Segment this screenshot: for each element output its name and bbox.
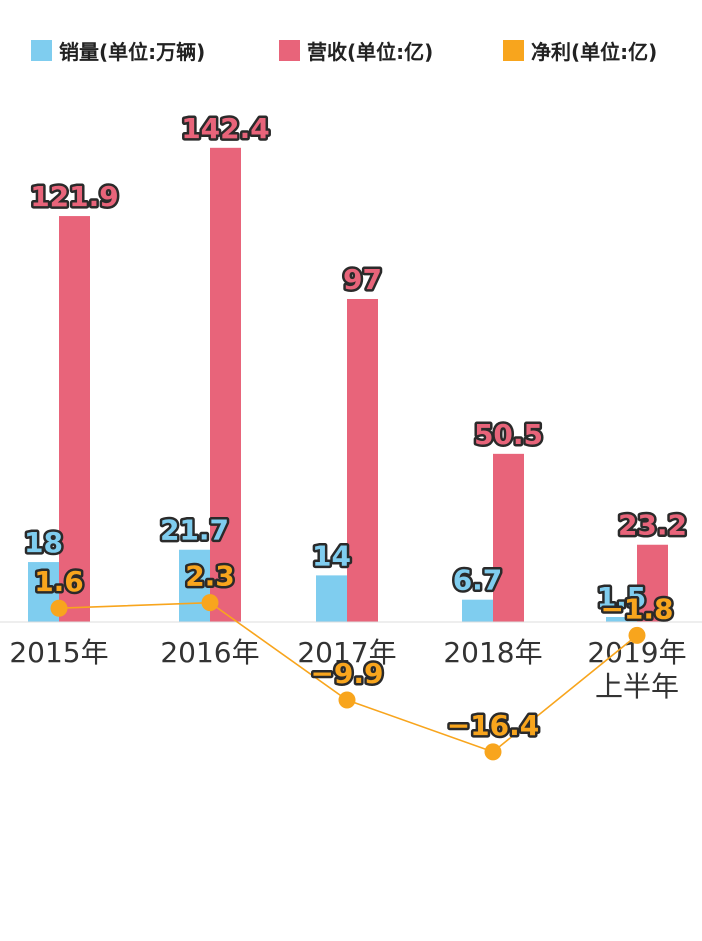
bar-revenue-1 <box>210 147 241 623</box>
legend-swatch-sales <box>31 40 52 61</box>
profit-point-3 <box>484 743 502 761</box>
x-tick-label-2: 2017年 <box>297 636 396 669</box>
label-profit-0: 1.6 <box>34 565 84 598</box>
legend-label-profit: 净利(单位:亿) <box>531 40 657 64</box>
bar-sales-1 <box>179 549 210 622</box>
label-profit-3: −16.4 <box>447 709 540 742</box>
x-tick-label-1: 2016年 <box>160 636 259 669</box>
profit-point-1 <box>201 594 219 612</box>
label-sales-4: 1.5 <box>597 581 647 614</box>
label-profit-2: −9.9 <box>310 657 383 690</box>
profit-point-0 <box>50 599 68 617</box>
legend: 销量(单位:万辆) 营收(单位:亿) 净利(单位:亿) <box>31 40 657 64</box>
bar-revenue-3 <box>493 453 524 622</box>
label-sales-2: 14 <box>312 539 351 572</box>
bar-revenue-4 <box>637 544 668 622</box>
label-profit-4: −1.8 <box>600 592 673 625</box>
profit-point-2 <box>338 691 356 709</box>
bars <box>28 147 668 623</box>
bar-sales-4 <box>606 617 637 622</box>
x-tick-label-0: 2015年 <box>9 636 108 669</box>
bar-sales-2 <box>316 575 347 622</box>
label-revenue-1: 142.4 <box>181 112 270 145</box>
legend-swatch-profit <box>503 40 524 61</box>
profit-line-series <box>50 594 646 761</box>
label-revenue-2: 97 <box>343 263 382 296</box>
x-tick-label-3: 2018年 <box>443 636 542 669</box>
legend-label-revenue: 营收(单位:亿) <box>307 40 433 64</box>
bar-revenue-2 <box>347 298 378 622</box>
label-revenue-0: 121.9 <box>30 180 119 213</box>
data-labels: 18 121.9 21.7 142.4 14 97 6.7 50.5 1.5 23.2 1.6 2.3… <box>22 109 690 744</box>
label-sales-3: 6.7 <box>453 564 503 597</box>
x-axis-ticks: 2015年 2016年 2017年 2018年 2019年上半年 <box>9 636 686 703</box>
label-revenue-3: 50.5 <box>474 418 543 451</box>
label-sales-0: 18 <box>24 526 63 559</box>
legend-label-sales: 销量(单位:万辆) <box>59 40 205 64</box>
x-tick-label-4: 2019年上半年 <box>587 636 686 703</box>
legend-swatch-revenue <box>279 40 300 61</box>
label-sales-1: 21.7 <box>160 514 229 547</box>
label-profit-1: 2.3 <box>185 560 235 593</box>
label-revenue-4: 23.2 <box>618 509 687 542</box>
bar-sales-3 <box>462 599 493 622</box>
bar-revenue-0 <box>59 216 90 622</box>
profit-point-4 <box>628 626 646 644</box>
